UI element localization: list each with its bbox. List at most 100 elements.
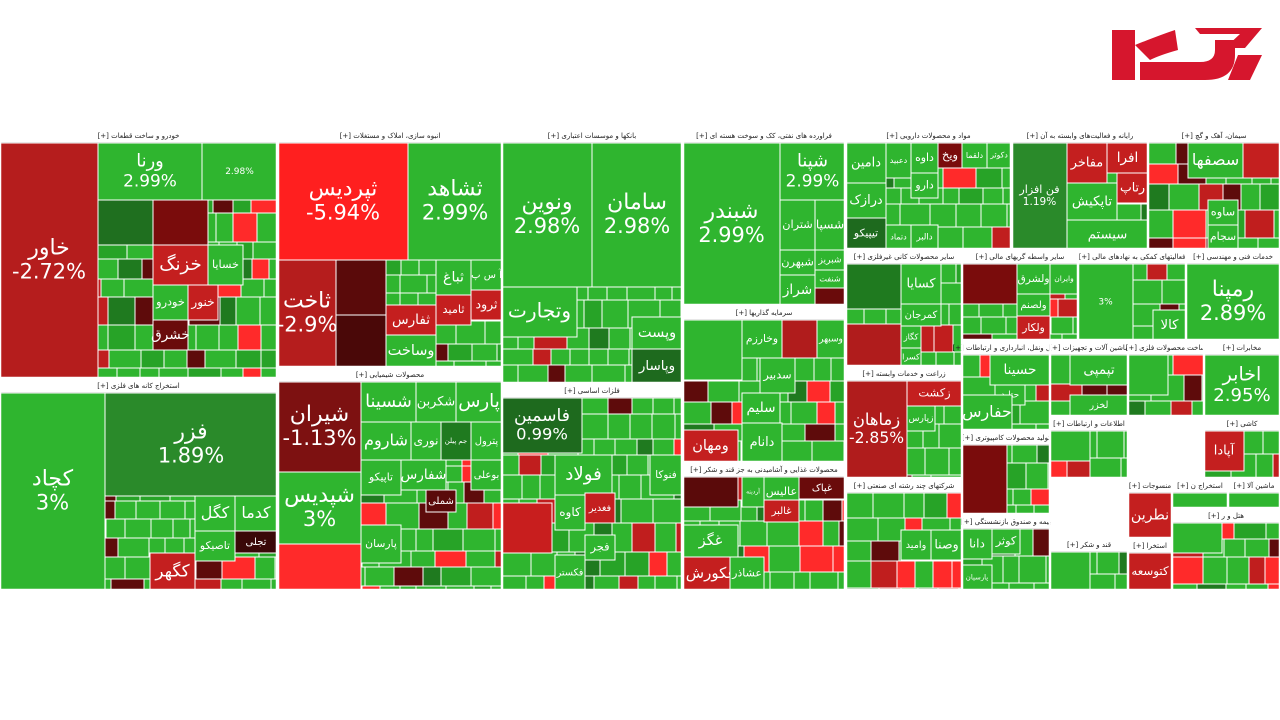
stock-tile: کدما	[234, 495, 278, 532]
filler-tile	[982, 187, 1004, 205]
tile-label: زماهان	[853, 410, 900, 430]
sector-title[interactable]: ماشین آلات و تجهیزات [+]	[1049, 343, 1129, 352]
filler-tile	[204, 349, 237, 369]
filler-tile	[845, 517, 879, 542]
sector-title[interactable]: بانکها و موسسات اعتباری [+]	[548, 132, 636, 140]
tile-label: دعبید	[890, 156, 908, 165]
filler-tile	[260, 324, 278, 351]
tile	[591, 142, 683, 288]
tile	[1127, 354, 1169, 396]
sector-title[interactable]: مواد و محصولات دارویی [+]	[886, 132, 970, 140]
sector-title[interactable]: محصولات غذایی و آشامیدنی به جز قند و شکر…	[690, 465, 838, 474]
logo-shape	[1135, 30, 1178, 60]
sector-title[interactable]: فعالیتهای کمکی به نهادهای مالی [+]	[1079, 253, 1186, 261]
tile-label: ثشاهد	[427, 176, 483, 201]
stock-tile: شفارس	[400, 459, 447, 491]
filler-tile	[652, 438, 675, 456]
stock-tile: شاروم	[360, 421, 412, 461]
filler-tile	[961, 354, 981, 378]
tile	[425, 489, 457, 513]
sector: تولید محصولات کامپیوتری [+]	[961, 429, 1051, 515]
sector: بانکها و موسسات اعتباری [+]ونوین2.98%سام…	[501, 127, 683, 384]
sector-title[interactable]: خودرو و ساخت قطعات [+]	[98, 132, 180, 140]
sector: محصولات شیمیایی [+]شیران-1.13%شپدیس3%شسی…	[277, 366, 503, 591]
sector-title[interactable]: فراورده های نفتی، کک و سوخت هسته ای [+]	[696, 132, 832, 140]
tile-label: شپنا	[797, 151, 828, 172]
filler-tile	[1166, 263, 1187, 281]
tile-label: شسینا	[365, 392, 412, 412]
tile	[1242, 142, 1280, 179]
tile	[763, 499, 800, 523]
sector-title[interactable]: هتل و ر [+]	[1208, 512, 1244, 520]
sector-title[interactable]: خدمات فنی و مهندسی [+]	[1193, 253, 1273, 261]
sector: ماشین آلات و تجهیزات [+] تپمپی لخزر	[1049, 339, 1129, 417]
sector-title[interactable]: استخرا [+]	[1133, 542, 1167, 550]
sector-title[interactable]: سایر محصولات کانی غیرفلزی [+]	[854, 253, 955, 261]
tile	[400, 459, 447, 491]
sector-title[interactable]: سایر واسطه گریهای مالی [+]	[976, 252, 1065, 261]
filler-tile	[631, 522, 656, 553]
stock-tile: کالا	[1152, 309, 1187, 341]
sector-title[interactable]: سرمایه گذاریها [+]	[736, 308, 793, 317]
stock-tile: ساوه	[1207, 199, 1239, 226]
sector-title[interactable]: کاشی [+]	[1227, 420, 1258, 428]
filler-tile	[938, 423, 963, 449]
filler-tile	[1171, 556, 1204, 585]
filler-tile	[116, 367, 141, 379]
tile-label: شنفت	[819, 274, 841, 284]
sector-title[interactable]: حمل ونقل، انبارداری و ارتباطات [+]	[952, 344, 1059, 352]
filler-tile	[1170, 400, 1193, 417]
sector-title[interactable]: بیمه و صندوق بازنشستگی [+]	[961, 517, 1051, 526]
tile	[910, 142, 939, 174]
tile-label: ولصنم	[1020, 300, 1046, 311]
sector-title[interactable]: استخراج ن [+]	[1177, 482, 1223, 490]
sector-title[interactable]: اطلاعات و ارتباطات [+]	[1053, 420, 1125, 428]
sector-title[interactable]: استخراج کانه های فلزی [+]	[97, 382, 180, 390]
sector-title[interactable]: سیمان، آهک و گچ [+]	[1182, 131, 1247, 140]
filler-tile	[637, 575, 656, 591]
sector-title[interactable]: محصولات شیمیایی [+]	[356, 371, 425, 379]
filler-tile	[117, 258, 143, 280]
sector-title[interactable]: قند و شکر [+]	[1067, 541, 1111, 549]
filler-tile	[768, 545, 801, 573]
sector-title[interactable]: انبوه سازی، املاک و مستغلات [+]	[340, 132, 441, 140]
sector-title[interactable]: منسوجات [+]	[1129, 482, 1172, 490]
filler-tile	[707, 380, 740, 403]
sector-title[interactable]: ماشین آلا [+]	[1234, 481, 1275, 490]
sector-title[interactable]: مخابرات [+]	[1223, 344, 1262, 352]
tile-label: کگهر	[154, 561, 189, 582]
filler-tile	[1264, 556, 1280, 585]
tile-label: حفارس	[962, 402, 1012, 422]
filler-tile	[975, 167, 1003, 189]
tile-label: جم پیلن	[445, 437, 468, 445]
tile-label: عالیس	[766, 485, 797, 499]
filler-tile	[159, 500, 186, 520]
tile-change: 3%	[1098, 298, 1113, 308]
stock-tile: فکستر	[554, 554, 586, 591]
sector-title[interactable]: شرکتهای چند رشته ای صنعتی [+]	[854, 482, 955, 490]
filler-tile	[588, 327, 610, 350]
sector-title[interactable]: زراعت و خدمات وابسته [+]	[862, 370, 945, 378]
filler-tile	[958, 187, 984, 205]
tile	[1016, 315, 1051, 341]
filler-tile	[816, 401, 836, 425]
filler-tile	[1025, 462, 1049, 490]
sector-title[interactable]: فلزات اساسی [+]	[564, 387, 619, 395]
sector-title[interactable]: رایانه و فعالیت‌های وابسته به آن [+]	[1027, 131, 1134, 140]
filler-tile	[652, 397, 675, 415]
filler-tile	[1049, 400, 1071, 417]
stock-tile: خزنگ	[152, 244, 209, 286]
sector-title[interactable]: ساخت محصولات فلزی [+]	[1126, 344, 1207, 352]
tile-label: عشاذر	[731, 567, 762, 580]
filler-tile	[260, 349, 278, 369]
tile	[1127, 552, 1173, 591]
filler-tile	[961, 316, 982, 335]
stock-tile: کگاز	[900, 325, 922, 349]
sector-title[interactable]: تولید محصولات کامپیوتری [+]	[962, 434, 1050, 442]
filler-tile	[471, 343, 498, 362]
stock-tile: خشرق	[151, 319, 190, 351]
stock-tile: شیران-1.13%	[277, 381, 362, 473]
filler-tile	[1144, 400, 1172, 417]
tile-label: فکستر	[556, 568, 584, 579]
filler-tile	[940, 282, 963, 305]
